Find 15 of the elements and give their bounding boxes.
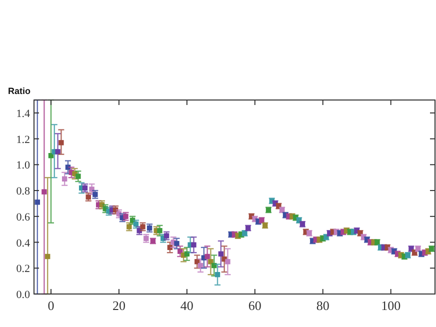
x-tick-label: 100	[381, 298, 401, 313]
x-tick-label: 20	[112, 298, 126, 313]
y-tick-label: 1.0	[16, 160, 30, 172]
y-axis-title: Ratio	[8, 86, 31, 96]
x-tick-label: 0	[48, 298, 54, 313]
y-tick-label: 0.6	[16, 211, 30, 224]
y-tick-label: 0.4	[16, 237, 30, 250]
y-tick-label: 0.0	[16, 289, 30, 301]
y-tick-label: 1.2	[16, 134, 30, 146]
x-tick-label: 80	[316, 298, 330, 313]
y-tick-label: 0.8	[16, 186, 30, 198]
y-tick-label: 1.4	[16, 108, 30, 120]
y-tick-label: 0.2	[16, 263, 30, 276]
x-tick-label: 40	[180, 298, 194, 313]
x-tick-label: 60	[248, 298, 262, 313]
